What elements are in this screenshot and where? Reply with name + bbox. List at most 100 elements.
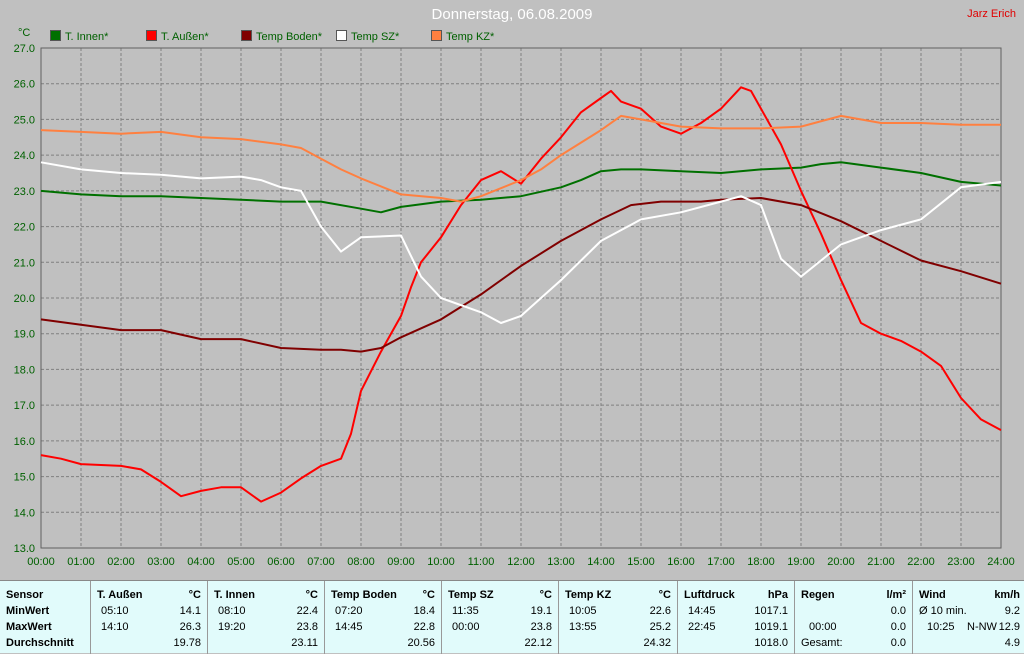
col-header: T. Innen — [214, 589, 255, 601]
col-header: Luftdruck — [684, 589, 735, 601]
max-value: 22.8 — [413, 621, 435, 633]
x-tick-label: 12:00 — [507, 556, 535, 568]
y-tick-label: 26.0 — [14, 79, 35, 91]
col-header: Wind — [919, 589, 946, 601]
legend-item-kz: Temp KZ* — [431, 30, 494, 43]
legend-label: Temp Boden* — [256, 31, 323, 43]
min-time: 11:35 — [452, 605, 479, 617]
y-tick-label: 16.0 — [14, 436, 35, 448]
max-time: 13:55 — [569, 621, 597, 633]
series-line-2 — [40, 197, 1002, 353]
wind-direction: N-NW — [967, 621, 997, 633]
stats-col-kz: Temp KZ °C 10:05 22.6 13:55 25.2 24.32 — [558, 581, 677, 654]
min-value: 1017.1 — [754, 605, 788, 617]
col-unit: °C — [658, 589, 671, 601]
avg-value: 22.12 — [524, 637, 552, 649]
min-time: 14:45 — [688, 605, 716, 617]
x-tick-label: 03:00 — [147, 556, 175, 568]
x-tick-label: 10:00 — [427, 556, 455, 568]
stats-col-regen: Regen l/m² 0.0 00:00 0.0 Gesamt: 0.0 — [794, 581, 912, 654]
x-tick-label: 04:00 — [187, 556, 215, 568]
y-tick-label: 17.0 — [14, 400, 35, 412]
stats-col-sz: Temp SZ °C 11:35 19.1 00:00 23.8 22.12 — [441, 581, 558, 654]
x-tick-label: 19:00 — [787, 556, 815, 568]
stats-col-innen: T. Innen °C 08:10 22.4 19:20 23.8 23.11 — [207, 581, 324, 654]
total-label: Gesamt: — [801, 637, 843, 649]
max-time: 19:20 — [218, 621, 246, 633]
series-line-3 — [40, 161, 1002, 324]
row-label-min: MinWert — [6, 605, 50, 617]
stats-col-luftdruck: Luftdruck hPa 14:45 1017.1 22:45 1019.1 … — [677, 581, 794, 654]
legend-item-aussen: T. Außen* — [146, 30, 209, 43]
x-tick-label: 15:00 — [627, 556, 655, 568]
max-time: 00:00 — [809, 621, 837, 633]
x-tick-label: 22:00 — [907, 556, 935, 568]
avg-value: 24.32 — [643, 637, 671, 649]
x-tick-label: 17:00 — [707, 556, 735, 568]
y-unit-label: °C — [18, 27, 31, 39]
max-value: 12.9 — [998, 621, 1020, 633]
x-tick-label: 05:00 — [227, 556, 255, 568]
max-value: 25.2 — [649, 621, 671, 633]
y-tick-label: 19.0 — [14, 329, 35, 341]
series-lines — [40, 86, 1002, 503]
max-value: 23.8 — [530, 621, 552, 633]
y-tick-label: 13.0 — [14, 543, 35, 555]
x-tick-label: 07:00 — [307, 556, 335, 568]
col-header: Regen — [801, 589, 835, 601]
x-tick-label: 18:00 — [747, 556, 775, 568]
min-value: 18.4 — [413, 605, 435, 617]
x-tick-label: 01:00 — [67, 556, 95, 568]
row-label-avg: Durchschnitt — [6, 637, 74, 649]
plot-area — [0, 0, 1024, 580]
min-value: 19.1 — [530, 605, 552, 617]
col-unit: °C — [422, 589, 435, 601]
legend-label: Temp KZ* — [446, 31, 495, 43]
x-tick-label: 06:00 — [267, 556, 295, 568]
x-tick-label: 24:00 — [987, 556, 1015, 568]
y-tick-label: 24.0 — [14, 150, 35, 162]
col-header: Temp SZ — [448, 589, 494, 601]
col-header: Temp Boden — [331, 589, 397, 601]
y-tick-label: 23.0 — [14, 186, 35, 198]
min-time: 08:10 — [218, 605, 246, 617]
avg-value: 20.56 — [407, 637, 435, 649]
avg-value: 19.78 — [173, 637, 201, 649]
col-unit: °C — [539, 589, 552, 601]
max-value: 1019.1 — [754, 621, 788, 633]
plot-frame — [40, 47, 1002, 549]
avg-value: 1018.0 — [754, 637, 788, 649]
x-tick-labels: 00:00 01:00 02:00 03:00 04:00 05:00 06:00 07:00… — [27, 556, 1015, 568]
legend-label: T. Außen* — [161, 31, 209, 43]
wind-avg-value: 9.2 — [1004, 605, 1020, 617]
x-tick-label: 02:00 — [107, 556, 135, 568]
series-line-1 — [40, 86, 1002, 503]
min-time: 05:10 — [101, 605, 129, 617]
col-unit: km/h — [994, 589, 1020, 601]
min-value: 22.6 — [649, 605, 671, 617]
grid-lines — [40, 47, 1002, 549]
x-tick-label: 11:00 — [468, 556, 495, 568]
max-time: 14:45 — [335, 621, 363, 633]
col-unit: l/m² — [886, 589, 906, 601]
legend-swatch — [146, 30, 157, 41]
max-time: 10:25 — [927, 621, 955, 633]
col-header: T. Außen — [97, 589, 143, 601]
max-value: 23.8 — [296, 621, 318, 633]
legend-swatch — [50, 30, 61, 41]
y-tick-label: 20.0 — [14, 293, 35, 305]
y-tick-label: 25.0 — [14, 114, 35, 126]
stats-col-boden: Temp Boden °C 07:20 18.4 14:45 22.8 20.5… — [324, 581, 441, 654]
col-unit: °C — [305, 589, 318, 601]
y-tick-label: 15.0 — [14, 472, 35, 484]
legend-swatch — [431, 30, 442, 41]
max-value: 26.3 — [179, 621, 201, 633]
legend-item-boden: Temp Boden* — [241, 30, 322, 43]
author-label: Jarz Erich — [967, 8, 1016, 20]
stats-row-labels: Sensor MinWert MaxWert Durchschnitt — [0, 581, 90, 654]
min-value: 14.1 — [179, 605, 201, 617]
x-tick-label: 09:00 — [387, 556, 415, 568]
y-tick-label: 22.0 — [14, 222, 35, 234]
chart-title: Donnerstag, 06.08.2009 — [431, 6, 593, 23]
x-tick-label: 00:00 — [27, 556, 55, 568]
